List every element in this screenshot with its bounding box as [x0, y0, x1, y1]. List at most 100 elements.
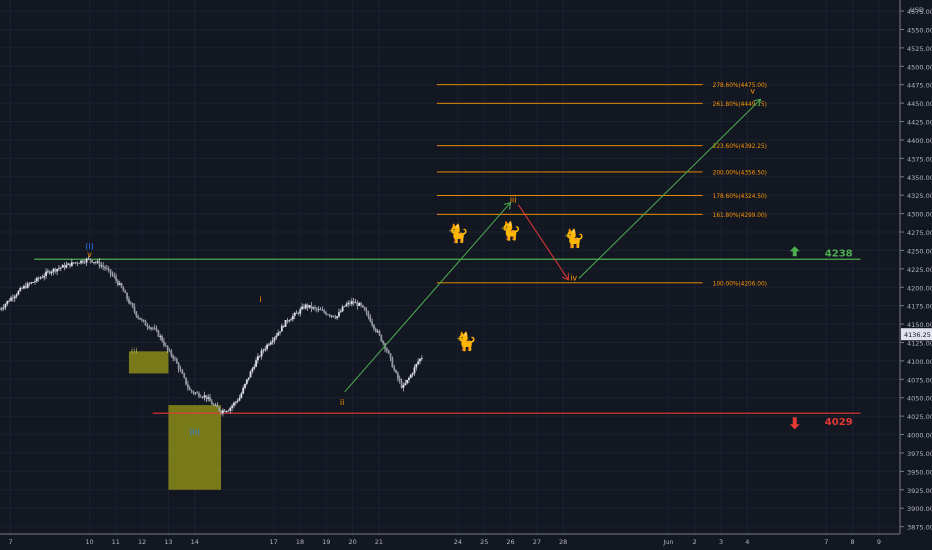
candles — [0, 256, 423, 417]
candle-body — [151, 327, 154, 329]
y-tick-label: 4425.00 — [907, 119, 932, 127]
wave-label: iii — [510, 196, 517, 205]
y-tick-label: 4475.00 — [907, 82, 932, 90]
candle-body — [290, 319, 292, 321]
candle-body — [163, 341, 165, 346]
candle-body — [72, 262, 75, 264]
candle-body — [293, 312, 296, 316]
candle-body — [277, 332, 280, 336]
y-tick-label: 4225.00 — [907, 266, 932, 274]
candle-body — [258, 356, 261, 357]
candle-body — [216, 404, 219, 408]
candle-body — [124, 291, 127, 294]
candle-body — [50, 271, 53, 274]
candle-body — [251, 368, 254, 372]
wave-label: v — [87, 250, 92, 259]
candle-body — [190, 389, 193, 392]
y-tick-label: 3900.00 — [907, 505, 932, 513]
candle-body — [363, 307, 366, 311]
x-tick-label: 7 — [824, 538, 828, 546]
candle-body — [35, 277, 38, 282]
candle-body — [109, 269, 112, 274]
candle-body — [168, 350, 171, 352]
candle-body — [21, 287, 24, 289]
y-tick-label: 4375.00 — [907, 155, 932, 163]
x-tick-label: Jun — [662, 538, 673, 546]
candle-body — [56, 268, 59, 272]
candle-body — [186, 384, 189, 388]
candle-body — [74, 262, 77, 264]
candle-body — [41, 277, 44, 279]
y-tick-label: 4200.00 — [907, 284, 932, 292]
x-tick-label: 11 — [112, 538, 120, 546]
candle-body — [201, 397, 204, 399]
candle-body — [395, 370, 397, 373]
candle-body — [345, 304, 348, 307]
fib-label: 278.60%(4475.00) — [713, 83, 767, 89]
x-axis[interactable]: 7 10 11 12 13 14 17 18 19 20 21 24 25 26 27 28 Jun 2 3 4 7 8 9 — [0, 533, 900, 546]
cat-emoji-icon: 🐈 — [562, 228, 584, 250]
candle-body — [317, 309, 320, 311]
candle-body — [312, 307, 315, 309]
candle-body — [266, 344, 269, 349]
candle-body — [34, 281, 36, 283]
fib-label: 261.80%(4449.75) — [713, 102, 767, 108]
candle-body — [120, 283, 123, 288]
candle-body — [26, 283, 29, 288]
candle-body — [304, 304, 307, 309]
candle-body — [365, 310, 368, 313]
candle-body — [291, 315, 294, 320]
candle-body — [172, 355, 175, 359]
candle-body — [255, 360, 257, 367]
candle-body — [177, 363, 180, 370]
candle-body — [310, 305, 313, 309]
y-tick-label: 4525.00 — [907, 45, 932, 53]
candle-body — [389, 353, 392, 359]
candle-body — [238, 397, 241, 401]
candle-body — [227, 410, 230, 412]
candle-body — [105, 268, 108, 270]
candle-body — [10, 297, 12, 301]
candle-body — [23, 285, 25, 289]
candle-body — [299, 309, 302, 314]
fib-label: 161.80%(4299.00) — [713, 213, 767, 219]
candle-body — [326, 314, 329, 316]
candle-body — [15, 294, 18, 297]
candle-body — [260, 350, 263, 357]
fib-label: 223.60%(4392.25) — [713, 144, 767, 150]
candle-body — [385, 348, 388, 351]
demand-zone — [168, 405, 222, 490]
candle-body — [59, 267, 62, 269]
x-tick-label: 17 — [270, 538, 278, 546]
candle-body — [11, 297, 14, 299]
candle-body — [315, 308, 318, 310]
y-tick-label: 4050.00 — [907, 395, 932, 403]
candle-body — [85, 258, 88, 263]
projection-line — [518, 204, 569, 281]
candle-body — [225, 411, 228, 412]
x-tick-label: 20 — [348, 538, 356, 546]
y-tick-label: 4100.00 — [907, 358, 932, 366]
wave-label: v — [750, 87, 755, 96]
candle-body — [420, 357, 423, 359]
x-tick-label: 4 — [745, 538, 749, 546]
projection-arrowhead — [753, 98, 762, 107]
candle-body — [306, 304, 309, 308]
candle-body — [323, 310, 326, 313]
y-axis[interactable]: 3875.00 3900.00 3925.00 3950.00 3975.00 4000.… — [899, 0, 932, 534]
projection-arrowhead — [503, 201, 512, 210]
candle-body — [336, 316, 339, 318]
candle-body — [142, 319, 145, 322]
cat-emoji-icon: 🐈 — [447, 222, 469, 244]
candle-body — [391, 358, 394, 368]
y-tick-label: 4550.00 — [907, 26, 932, 34]
candle-body — [223, 410, 226, 412]
x-tick-label: 9 — [877, 538, 881, 546]
candle-body — [19, 287, 22, 291]
candle-body — [194, 392, 197, 394]
candle-body — [273, 337, 276, 341]
wave-label: iii — [131, 347, 138, 356]
candle-body — [376, 331, 379, 332]
candle-body — [297, 312, 300, 314]
